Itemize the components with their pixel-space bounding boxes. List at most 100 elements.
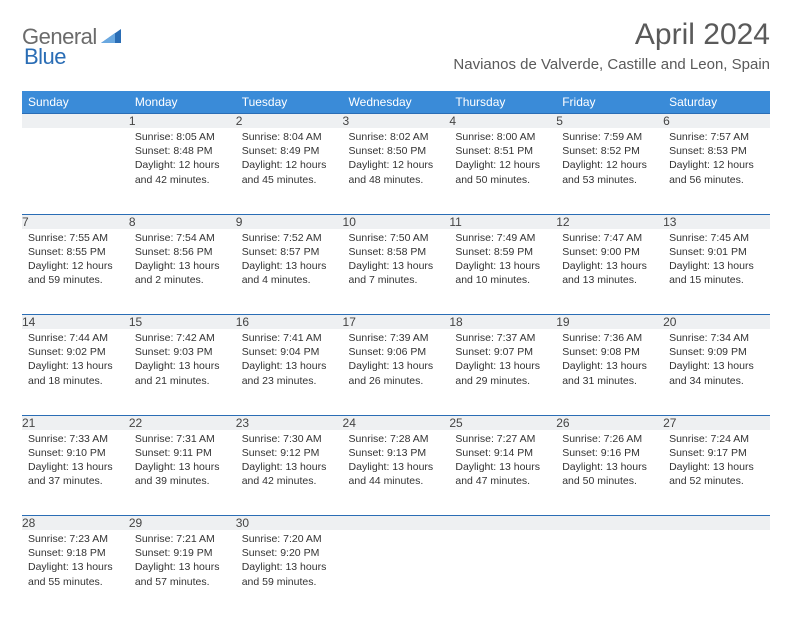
day-number: 16	[236, 315, 343, 330]
calendar-page: General April 2024 Navianos de Valverde,…	[0, 0, 792, 634]
day-cell: Sunrise: 7:21 AMSunset: 9:19 PMDaylight:…	[129, 530, 236, 616]
weekday-header-row: SundayMondayTuesdayWednesdayThursdayFrid…	[22, 91, 770, 114]
daynum-row: 78910111213	[22, 214, 770, 229]
day-cell: Sunrise: 7:44 AMSunset: 9:02 PMDaylight:…	[22, 329, 129, 415]
empty-cell	[449, 530, 556, 616]
brand-word2: Blue	[24, 44, 66, 69]
week-row: Sunrise: 7:33 AMSunset: 9:10 PMDaylight:…	[22, 430, 770, 516]
day-details: Sunrise: 7:34 AMSunset: 9:09 PMDaylight:…	[663, 329, 770, 392]
day-details: Sunrise: 7:57 AMSunset: 8:53 PMDaylight:…	[663, 128, 770, 191]
day-details: Sunrise: 8:05 AMSunset: 8:48 PMDaylight:…	[129, 128, 236, 191]
day-number: 20	[663, 315, 770, 330]
day-cell: Sunrise: 7:28 AMSunset: 9:13 PMDaylight:…	[343, 430, 450, 516]
daynum-row: 14151617181920	[22, 315, 770, 330]
empty-daynum	[343, 516, 450, 531]
empty-daynum	[663, 516, 770, 531]
day-cell: Sunrise: 7:20 AMSunset: 9:20 PMDaylight:…	[236, 530, 343, 616]
day-details: Sunrise: 7:33 AMSunset: 9:10 PMDaylight:…	[22, 430, 129, 493]
day-cell: Sunrise: 7:50 AMSunset: 8:58 PMDaylight:…	[343, 229, 450, 315]
day-number: 13	[663, 214, 770, 229]
day-cell: Sunrise: 7:47 AMSunset: 9:00 PMDaylight:…	[556, 229, 663, 315]
day-cell: Sunrise: 7:49 AMSunset: 8:59 PMDaylight:…	[449, 229, 556, 315]
location-subtitle: Navianos de Valverde, Castille and Leon,…	[453, 56, 770, 73]
day-number: 8	[129, 214, 236, 229]
day-number: 4	[449, 114, 556, 129]
day-details: Sunrise: 7:20 AMSunset: 9:20 PMDaylight:…	[236, 530, 343, 593]
day-number: 14	[22, 315, 129, 330]
day-number: 5	[556, 114, 663, 129]
day-number: 9	[236, 214, 343, 229]
weekday-header: Tuesday	[236, 91, 343, 114]
day-number: 22	[129, 415, 236, 430]
day-number: 17	[343, 315, 450, 330]
day-details: Sunrise: 7:39 AMSunset: 9:06 PMDaylight:…	[343, 329, 450, 392]
day-details: Sunrise: 7:41 AMSunset: 9:04 PMDaylight:…	[236, 329, 343, 392]
month-title: April 2024	[453, 18, 770, 52]
day-details: Sunrise: 7:26 AMSunset: 9:16 PMDaylight:…	[556, 430, 663, 493]
day-number: 7	[22, 214, 129, 229]
day-details: Sunrise: 8:02 AMSunset: 8:50 PMDaylight:…	[343, 128, 450, 191]
day-number: 10	[343, 214, 450, 229]
week-row: Sunrise: 8:05 AMSunset: 8:48 PMDaylight:…	[22, 128, 770, 214]
day-cell: Sunrise: 7:30 AMSunset: 9:12 PMDaylight:…	[236, 430, 343, 516]
day-details: Sunrise: 7:50 AMSunset: 8:58 PMDaylight:…	[343, 229, 450, 292]
day-cell: Sunrise: 7:37 AMSunset: 9:07 PMDaylight:…	[449, 329, 556, 415]
day-details: Sunrise: 7:55 AMSunset: 8:55 PMDaylight:…	[22, 229, 129, 292]
day-number: 24	[343, 415, 450, 430]
day-cell: Sunrise: 7:34 AMSunset: 9:09 PMDaylight:…	[663, 329, 770, 415]
day-details: Sunrise: 7:37 AMSunset: 9:07 PMDaylight:…	[449, 329, 556, 392]
calendar-body: 123456Sunrise: 8:05 AMSunset: 8:48 PMDay…	[22, 114, 770, 617]
daynum-row: 21222324252627	[22, 415, 770, 430]
day-cell: Sunrise: 8:05 AMSunset: 8:48 PMDaylight:…	[129, 128, 236, 214]
day-cell: Sunrise: 7:31 AMSunset: 9:11 PMDaylight:…	[129, 430, 236, 516]
empty-cell	[663, 530, 770, 616]
day-details: Sunrise: 7:27 AMSunset: 9:14 PMDaylight:…	[449, 430, 556, 493]
day-number: 11	[449, 214, 556, 229]
day-details: Sunrise: 7:36 AMSunset: 9:08 PMDaylight:…	[556, 329, 663, 392]
day-details: Sunrise: 7:30 AMSunset: 9:12 PMDaylight:…	[236, 430, 343, 493]
daynum-row: 123456	[22, 114, 770, 129]
day-cell: Sunrise: 7:55 AMSunset: 8:55 PMDaylight:…	[22, 229, 129, 315]
daynum-row: 282930	[22, 516, 770, 531]
day-cell: Sunrise: 7:36 AMSunset: 9:08 PMDaylight:…	[556, 329, 663, 415]
day-details: Sunrise: 7:24 AMSunset: 9:17 PMDaylight:…	[663, 430, 770, 493]
day-cell: Sunrise: 8:00 AMSunset: 8:51 PMDaylight:…	[449, 128, 556, 214]
calendar-head: SundayMondayTuesdayWednesdayThursdayFrid…	[22, 91, 770, 114]
day-number: 12	[556, 214, 663, 229]
day-cell: Sunrise: 8:02 AMSunset: 8:50 PMDaylight:…	[343, 128, 450, 214]
day-number: 2	[236, 114, 343, 129]
day-details: Sunrise: 7:49 AMSunset: 8:59 PMDaylight:…	[449, 229, 556, 292]
day-cell: Sunrise: 7:24 AMSunset: 9:17 PMDaylight:…	[663, 430, 770, 516]
day-details: Sunrise: 7:31 AMSunset: 9:11 PMDaylight:…	[129, 430, 236, 493]
day-details: Sunrise: 7:47 AMSunset: 9:00 PMDaylight:…	[556, 229, 663, 292]
day-number: 15	[129, 315, 236, 330]
day-details: Sunrise: 7:28 AMSunset: 9:13 PMDaylight:…	[343, 430, 450, 493]
day-cell: Sunrise: 7:33 AMSunset: 9:10 PMDaylight:…	[22, 430, 129, 516]
day-number: 27	[663, 415, 770, 430]
calendar-table: SundayMondayTuesdayWednesdayThursdayFrid…	[22, 91, 770, 616]
day-cell: Sunrise: 7:26 AMSunset: 9:16 PMDaylight:…	[556, 430, 663, 516]
day-number: 1	[129, 114, 236, 129]
weekday-header: Monday	[129, 91, 236, 114]
day-number: 23	[236, 415, 343, 430]
weekday-header: Saturday	[663, 91, 770, 114]
day-number: 26	[556, 415, 663, 430]
day-number: 3	[343, 114, 450, 129]
page-header: General April 2024 Navianos de Valverde,…	[22, 18, 770, 73]
day-cell: Sunrise: 7:39 AMSunset: 9:06 PMDaylight:…	[343, 329, 450, 415]
brand-triangle-icon	[101, 27, 121, 48]
week-row: Sunrise: 7:55 AMSunset: 8:55 PMDaylight:…	[22, 229, 770, 315]
day-cell: Sunrise: 7:59 AMSunset: 8:52 PMDaylight:…	[556, 128, 663, 214]
day-cell: Sunrise: 7:27 AMSunset: 9:14 PMDaylight:…	[449, 430, 556, 516]
day-cell: Sunrise: 7:45 AMSunset: 9:01 PMDaylight:…	[663, 229, 770, 315]
day-cell: Sunrise: 7:23 AMSunset: 9:18 PMDaylight:…	[22, 530, 129, 616]
weekday-header: Thursday	[449, 91, 556, 114]
empty-daynum	[449, 516, 556, 531]
day-cell: Sunrise: 7:57 AMSunset: 8:53 PMDaylight:…	[663, 128, 770, 214]
empty-daynum	[556, 516, 663, 531]
day-details: Sunrise: 8:04 AMSunset: 8:49 PMDaylight:…	[236, 128, 343, 191]
day-details: Sunrise: 7:52 AMSunset: 8:57 PMDaylight:…	[236, 229, 343, 292]
day-details: Sunrise: 7:59 AMSunset: 8:52 PMDaylight:…	[556, 128, 663, 191]
day-number: 18	[449, 315, 556, 330]
weekday-header: Sunday	[22, 91, 129, 114]
